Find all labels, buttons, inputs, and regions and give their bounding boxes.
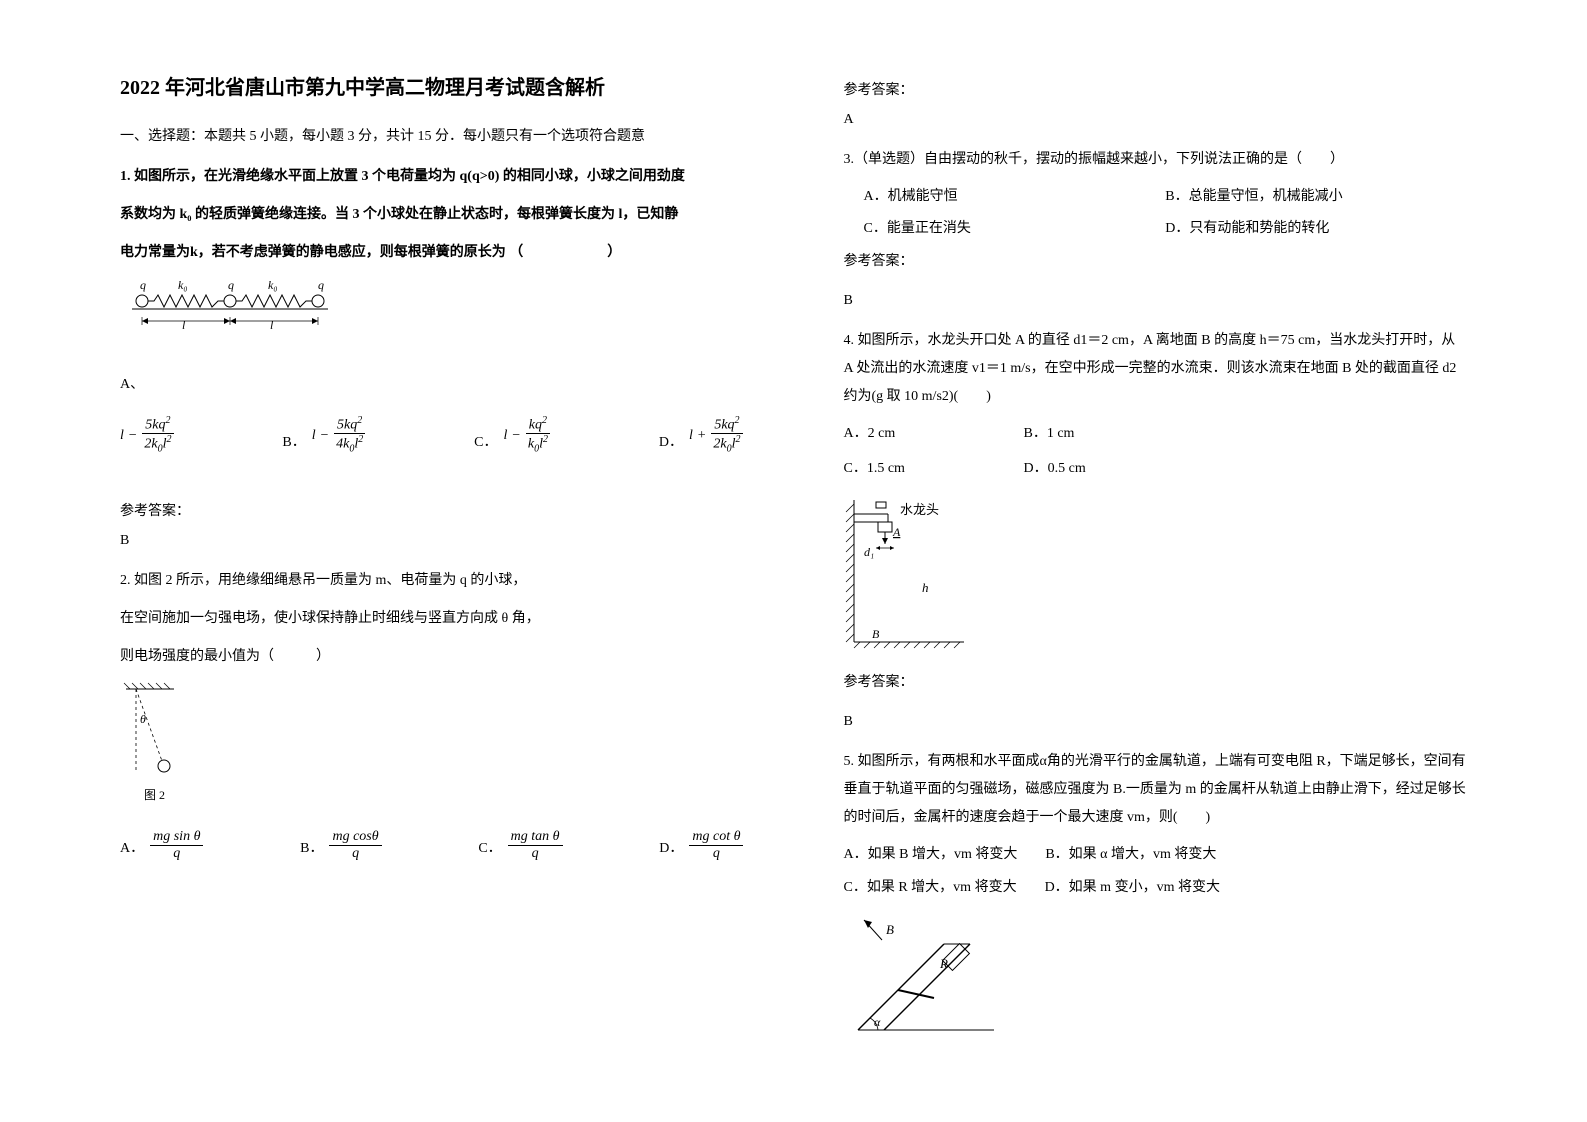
- q3-option-c: C．能量正在消失: [864, 216, 1166, 241]
- svg-text:q: q: [140, 278, 146, 292]
- q3-answer: B: [844, 288, 1468, 313]
- q1-options: l − 5kq22k0l2 B． l − 5kq24k0l2 C． l − kq…: [120, 415, 744, 455]
- q3-stem: 3.（单选题）自由摆动的秋千，摆动的振幅越来越小，下列说法正确的是（ ）: [844, 146, 1468, 174]
- q4-answer-label: 参考答案：: [844, 670, 1468, 695]
- svg-text:k₀: k₀: [268, 278, 278, 292]
- q1-optA-label: A、: [120, 372, 744, 397]
- q2-answer: A: [844, 107, 1468, 132]
- q5-option-ab: A．如果 B 增大，vm 将变大 B．如果 α 增大，vm 将变大: [844, 842, 1468, 867]
- q4-options: A．2 cm B．1 cm C．1.5 cm D．0.5 cm: [844, 421, 1468, 481]
- q4-stem: 4. 如图所示，水龙头开口处 A 的直径 d1＝2 cm，A 离地面 B 的高度…: [844, 327, 1468, 411]
- q3-option-d: D．只有动能和势能的转化: [1165, 216, 1467, 241]
- svg-text:A: A: [892, 525, 901, 539]
- q2-figure: θ 图 2: [120, 681, 210, 811]
- page-title: 2022 年河北省唐山市第九中学高二物理月考试题含解析: [120, 70, 744, 106]
- svg-text:l: l: [182, 318, 186, 332]
- q1-option-c: C． l − kq2k0l2: [474, 415, 551, 455]
- q2-option-a: A． mg sin θq: [120, 829, 203, 861]
- q1-stem-line2: 系数均为 k₀ 的轻质弹簧绝缘连接。当 3 个小球处在静止状态时，每根弹簧长度为…: [120, 201, 744, 229]
- q1-answer: B: [120, 528, 744, 553]
- svg-text:图 2: 图 2: [144, 788, 165, 802]
- svg-text:h: h: [922, 580, 929, 595]
- svg-text:B: B: [886, 922, 894, 937]
- q4-answer: B: [844, 709, 1468, 734]
- svg-text:θ: θ: [140, 712, 146, 726]
- q2-answer-label: 参考答案：: [844, 78, 1468, 103]
- q2-option-c: C． mg tan θq: [478, 829, 562, 861]
- section-1-heading: 一、选择题：本题共 5 小题，每小题 3 分，共计 15 分．每小题只有一个选项…: [120, 124, 744, 149]
- q4-option-a: A．2 cm: [844, 421, 1024, 446]
- q2-option-b: B． mg cosθq: [300, 829, 382, 861]
- q4-option-c: C．1.5 cm: [844, 456, 1024, 481]
- right-column: 参考答案： A 3.（单选题）自由摆动的秋千，摆动的振幅越来越小，下列说法正确的…: [794, 70, 1498, 1082]
- q3-answer-label: 参考答案：: [844, 249, 1468, 274]
- q1-answer-label: 参考答案：: [120, 499, 744, 524]
- q1-option-a: l − 5kq22k0l2: [120, 415, 174, 455]
- q1-stem-line1: 1. 如图所示，在光滑绝缘水平面上放置 3 个电荷量均为 q(q>0) 的相同小…: [120, 163, 744, 191]
- q5-figure: B R α: [844, 910, 1024, 1050]
- svg-text:α: α: [874, 1015, 881, 1029]
- q4-figure: 水龙头 A d₁ h B: [844, 492, 1004, 662]
- q5-option-cd: C．如果 R 增大，vm 将变大 D．如果 m 变小，vm 将变大: [844, 875, 1468, 900]
- q4-option-b: B．1 cm: [1024, 421, 1204, 446]
- svg-text:B: B: [872, 627, 880, 641]
- q5-options: A．如果 B 增大，vm 将变大 B．如果 α 增大，vm 将变大 C．如果 R…: [844, 842, 1468, 900]
- q1-option-b: B． l − 5kq24k0l2: [282, 415, 366, 455]
- q4-option-d: D．0.5 cm: [1024, 456, 1204, 481]
- q1-figure: q k₀ q k₀ q l l: [120, 277, 350, 332]
- svg-text:k₀: k₀: [178, 278, 188, 292]
- q3-option-b: B．总能量守恒，机械能减小: [1165, 184, 1467, 209]
- q3-options: A．机械能守恒 B．总能量守恒，机械能减小 C．能量正在消失 D．只有动能和势能…: [864, 184, 1468, 240]
- q2-line3: 则电场强度的最小值为（ ）: [120, 643, 744, 671]
- svg-text:水龙头: 水龙头: [900, 502, 939, 517]
- q5-stem: 5. 如图所示，有两根和水平面成α角的光滑平行的金属轨道，上端有可变电阻 R，下…: [844, 748, 1468, 832]
- svg-text:R: R: [939, 956, 948, 971]
- svg-text:l: l: [270, 318, 274, 332]
- q1-stem-line3: 电力常量为k，若不考虑弹簧的静电感应，则每根弹簧的原长为 （ ）: [120, 239, 744, 267]
- svg-text:q: q: [228, 278, 234, 292]
- q2-line2: 在空间施加一匀强电场，使小球保持静止时细线与竖直方向成 θ 角，: [120, 605, 744, 633]
- q3-option-a: A．机械能守恒: [864, 184, 1166, 209]
- svg-text:d₁: d₁: [864, 545, 874, 559]
- q2-option-d: D． mg cot θq: [659, 829, 743, 861]
- svg-text:q: q: [318, 278, 324, 292]
- q2-options: A． mg sin θq B． mg cosθq C． mg tan θq D．…: [120, 829, 744, 861]
- left-column: 2022 年河北省唐山市第九中学高二物理月考试题含解析 一、选择题：本题共 5 …: [90, 70, 794, 1082]
- q2-line1: 2. 如图 2 所示，用绝缘细绳悬吊一质量为 m、电荷量为 q 的小球，: [120, 567, 744, 595]
- q1-option-d: D． l + 5kq22k0l2: [659, 415, 744, 455]
